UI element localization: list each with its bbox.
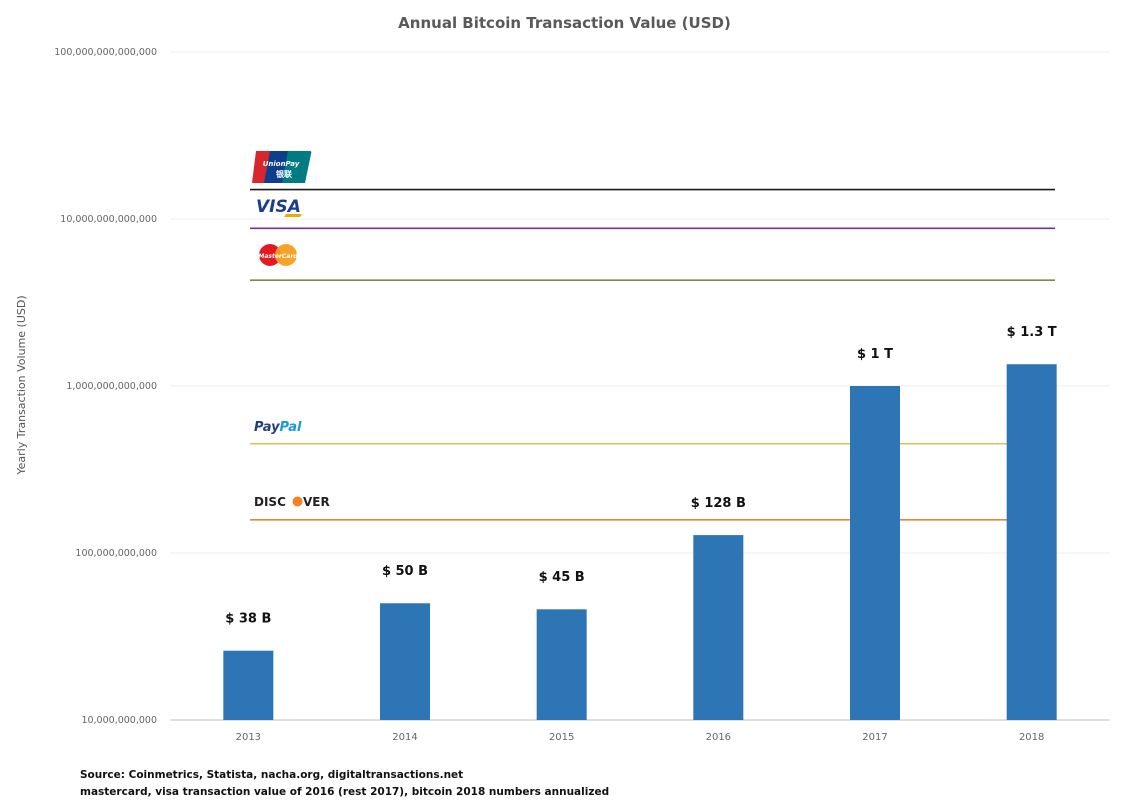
unionpay-logo-text: UnionPay [263,160,300,168]
bars: $ 38 B $ 50 B $ 45 B $ 128 B $ 1 T $ 1.3 T [223,325,1057,720]
reference-lines [250,188,1055,521]
visa-logo-text: VISA [256,197,301,217]
bar-2018 [1006,364,1057,720]
visa-logo: VISA [256,197,302,217]
x-tick-label: 2016 [706,732,731,743]
discover-logo: DISC VER [254,495,330,509]
y-tick-label: 100,000,000,000,000 [54,47,157,58]
paypal-logo: PayPal [254,420,302,435]
unionpay-logo: UnionPay 银联 [252,151,312,183]
data-label-2018: $ 1.3 T [1007,325,1057,340]
y-tick-label: 10,000,000,000 [81,715,157,726]
data-label-2017: $ 1 T [857,347,893,362]
y-tick-label: 1,000,000,000,000 [66,381,157,392]
x-tick-label: 2018 [1019,732,1044,743]
y-tick-label: 10,000,000,000,000 [60,214,157,225]
x-tick-label: 2013 [236,732,261,743]
x-tick-label: 2015 [549,732,574,743]
x-tick-label: 2017 [862,732,887,743]
y-tick-label: 100,000,000,000 [75,548,157,559]
paypal-logo-text-b: Pal [280,420,302,435]
data-label-2014: $ 50 B [382,564,428,579]
bar-2014 [380,603,430,720]
y-tick-labels: 10,000,000,000 100,000,000,000 1,000,000,0… [54,47,157,726]
discover-logo-text-a: DISC [254,495,286,509]
source-note: Source: Coinmetrics, Statista, nacha.org… [80,767,609,801]
bar-2016 [693,535,744,720]
data-label-2015: $ 45 B [539,570,585,585]
x-tick-labels: 2013 2014 2015 2016 2017 2018 [236,732,1045,743]
data-label-2016: $ 128 B [691,496,746,511]
gridlines [170,51,1110,721]
source-line-1: Source: Coinmetrics, Statista, nacha.org… [80,769,464,781]
svg-text:PayPal: PayPal [254,420,302,435]
mastercard-logo-text: MasterCard [258,253,298,260]
x-tick-label: 2014 [392,732,417,743]
paypal-logo-text-a: Pay [254,420,280,435]
chart-title: Annual Bitcoin Transaction Value (USD) [398,14,731,32]
unionpay-logo-cn-text: 银联 [275,169,292,179]
bar-2015 [536,609,587,720]
y-axis-label: Yearly Transaction Volume (USD) [15,295,28,475]
discover-logo-text-b: VER [303,495,330,509]
source-line-2: mastercard, visa transaction value of 20… [80,786,610,798]
mastercard-logo: MasterCard [258,244,298,266]
bar-2017 [850,386,900,720]
data-label-2013: $ 38 B [225,612,271,627]
bar-2013 [223,650,274,720]
